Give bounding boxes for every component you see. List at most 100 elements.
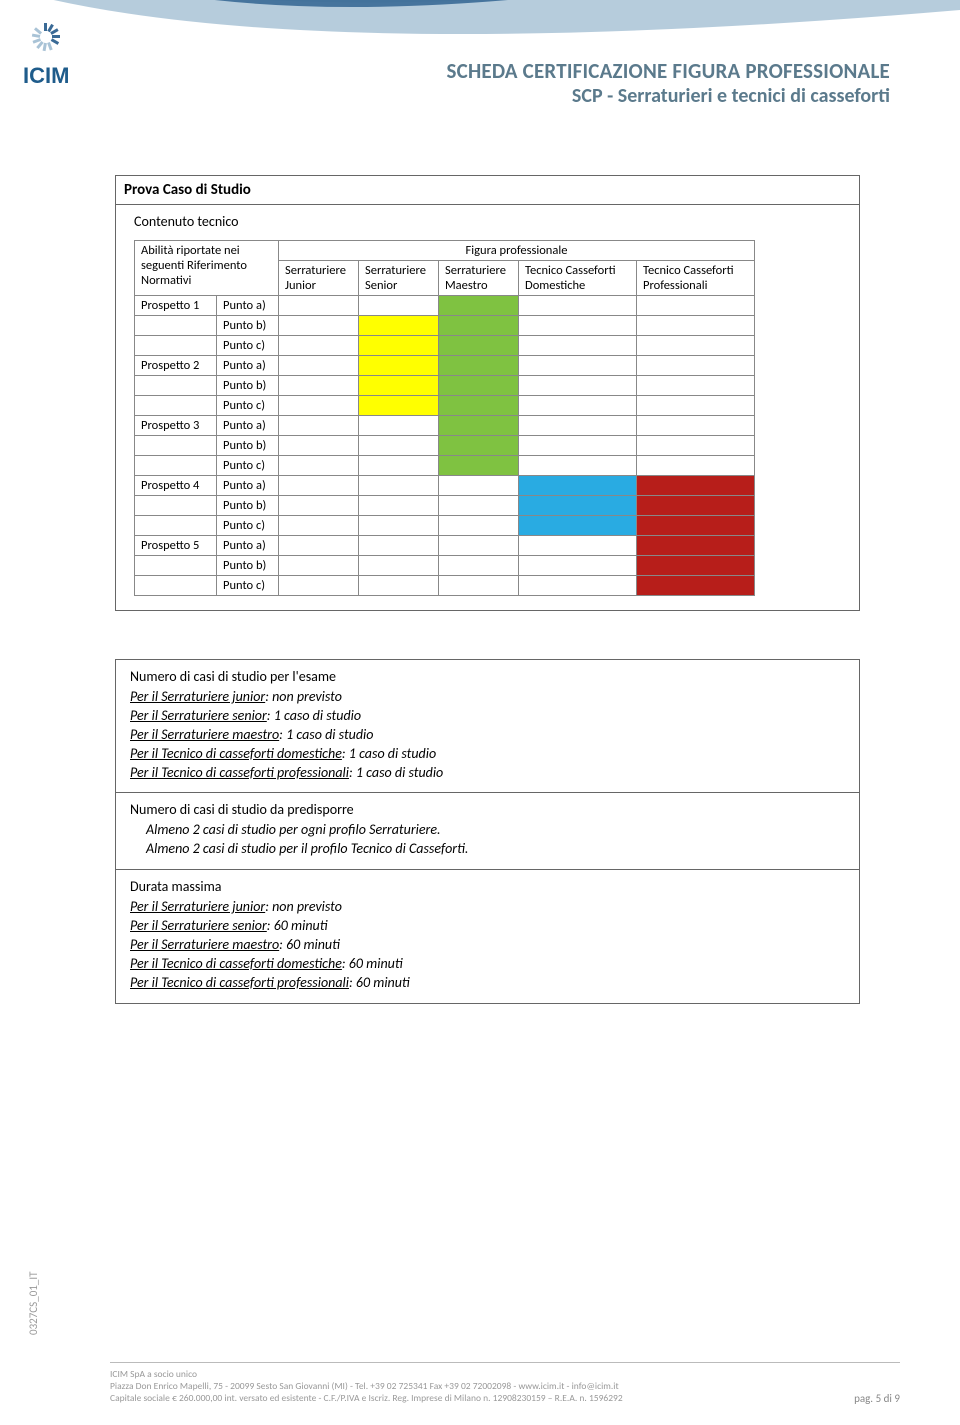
matrix-cell bbox=[279, 476, 359, 496]
matrix-cell bbox=[279, 396, 359, 416]
matrix-cell bbox=[439, 356, 519, 376]
note-line: Per il Serraturiere maestro: 1 caso di s… bbox=[130, 726, 849, 745]
punto-label: Punto a) bbox=[217, 536, 279, 556]
matrix-cell bbox=[439, 536, 519, 556]
prospetto-label: Prospetto 2 bbox=[135, 356, 217, 376]
matrix-cell bbox=[359, 296, 439, 316]
matrix-cell bbox=[359, 376, 439, 396]
note-line: Per il Serraturiere junior: non previsto bbox=[130, 688, 849, 707]
punto-label: Punto a) bbox=[217, 356, 279, 376]
matrix-cell bbox=[279, 556, 359, 576]
matrix-cell bbox=[359, 516, 439, 536]
prospetto-label bbox=[135, 556, 217, 576]
matrix-cell bbox=[279, 516, 359, 536]
matrix-row: Punto c) bbox=[135, 336, 755, 356]
matrix-cell bbox=[439, 316, 519, 336]
document-title: SCHEDA CERTIFICAZIONE FIGURA PROFESSIONA… bbox=[447, 58, 891, 108]
col-header-4: Tecnico CassefortiProfessionali bbox=[637, 261, 755, 296]
punto-label: Punto c) bbox=[217, 336, 279, 356]
row-header-l3: Normativi bbox=[141, 273, 191, 288]
matrix-cell bbox=[359, 496, 439, 516]
section1-title: Numero di casi di studio per l'esame bbox=[130, 668, 849, 685]
matrix-cell bbox=[439, 576, 519, 596]
matrix-cell bbox=[519, 336, 637, 356]
section3-title: Durata massima bbox=[130, 878, 849, 895]
prospetto-label bbox=[135, 376, 217, 396]
matrix-cell bbox=[637, 476, 755, 496]
prospetto-label bbox=[135, 316, 217, 336]
punto-label: Punto c) bbox=[217, 516, 279, 536]
matrix-cell bbox=[439, 296, 519, 316]
matrix-cell bbox=[279, 316, 359, 336]
prospetto-label bbox=[135, 396, 217, 416]
matrix-cell bbox=[637, 356, 755, 376]
matrix-cell bbox=[279, 436, 359, 456]
matrix-cell bbox=[637, 496, 755, 516]
note-line: Per il Tecnico di casseforti domestiche:… bbox=[130, 955, 849, 974]
matrix-cell bbox=[637, 456, 755, 476]
matrix-row: Punto c) bbox=[135, 396, 755, 416]
matrix-cell bbox=[519, 356, 637, 376]
matrix-cell bbox=[519, 436, 637, 456]
note-line: Almeno 2 casi di studio per il profilo T… bbox=[146, 840, 849, 859]
matrix-cell bbox=[439, 396, 519, 416]
case-study-box: Prova Caso di Studio Contenuto tecnico A… bbox=[115, 175, 860, 611]
note-line: Per il Serraturiere maestro: 60 minuti bbox=[130, 936, 849, 955]
matrix-cell bbox=[519, 536, 637, 556]
punto-label: Punto a) bbox=[217, 416, 279, 436]
matrix-cell bbox=[439, 436, 519, 456]
punto-label: Punto a) bbox=[217, 476, 279, 496]
matrix-cell bbox=[279, 456, 359, 476]
matrix-cell bbox=[637, 296, 755, 316]
matrix-cell bbox=[359, 436, 439, 456]
matrix-cell bbox=[439, 456, 519, 476]
matrix-cell bbox=[359, 416, 439, 436]
matrix-cell bbox=[519, 576, 637, 596]
matrix-cell bbox=[637, 316, 755, 336]
matrix-cell bbox=[637, 396, 755, 416]
matrix-row: Punto b) bbox=[135, 496, 755, 516]
matrix-row: Prospetto 1Punto a) bbox=[135, 296, 755, 316]
section-num-casi-predisporre: Numero di casi di studio da predisporre … bbox=[115, 793, 860, 870]
matrix-cell bbox=[279, 496, 359, 516]
col-header-2: SerraturiereMaestro bbox=[439, 261, 519, 296]
punto-label: Punto c) bbox=[217, 576, 279, 596]
matrix-cell bbox=[439, 516, 519, 536]
prospetto-label bbox=[135, 456, 217, 476]
punto-label: Punto c) bbox=[217, 396, 279, 416]
prospetto-label: Prospetto 5 bbox=[135, 536, 217, 556]
punto-label: Punto b) bbox=[217, 496, 279, 516]
title-line-1: SCHEDA CERTIFICAZIONE FIGURA PROFESSIONA… bbox=[447, 58, 891, 84]
matrix-row: Punto c) bbox=[135, 456, 755, 476]
matrix-cell bbox=[279, 296, 359, 316]
page-number: pag. 5 di 9 bbox=[854, 1392, 900, 1405]
matrix-row: Prospetto 3Punto a) bbox=[135, 416, 755, 436]
punto-label: Punto b) bbox=[217, 316, 279, 336]
box-title: Prova Caso di Studio bbox=[116, 176, 859, 205]
prospetto-label bbox=[135, 436, 217, 456]
matrix-row: Punto b) bbox=[135, 436, 755, 456]
matrix-cell bbox=[439, 376, 519, 396]
matrix-cell bbox=[359, 476, 439, 496]
matrix-row: Prospetto 2Punto a) bbox=[135, 356, 755, 376]
matrix-cell bbox=[439, 556, 519, 576]
prospetto-label bbox=[135, 336, 217, 356]
matrix-cell bbox=[279, 336, 359, 356]
matrix-cell bbox=[359, 316, 439, 336]
footer: ICIM SpA a socio unico Piazza Don Enrico… bbox=[110, 1362, 900, 1405]
matrix-cell bbox=[519, 316, 637, 336]
matrix-cell bbox=[637, 536, 755, 556]
prospetto-label: Prospetto 4 bbox=[135, 476, 217, 496]
note-line: Per il Tecnico di casseforti domestiche:… bbox=[130, 745, 849, 764]
matrix-cell bbox=[439, 476, 519, 496]
matrix-cell bbox=[279, 356, 359, 376]
matrix-cell bbox=[519, 396, 637, 416]
row-header-l2: seguenti Riferimento bbox=[141, 258, 247, 273]
matrix-cell bbox=[637, 336, 755, 356]
matrix-cell bbox=[637, 516, 755, 536]
prospetto-label bbox=[135, 576, 217, 596]
footer-capital: Capitale sociale € 260.000,00 int. versa… bbox=[110, 1393, 623, 1405]
col-header-0: SerraturiereJunior bbox=[279, 261, 359, 296]
punto-label: Punto b) bbox=[217, 436, 279, 456]
punto-label: Punto c) bbox=[217, 456, 279, 476]
